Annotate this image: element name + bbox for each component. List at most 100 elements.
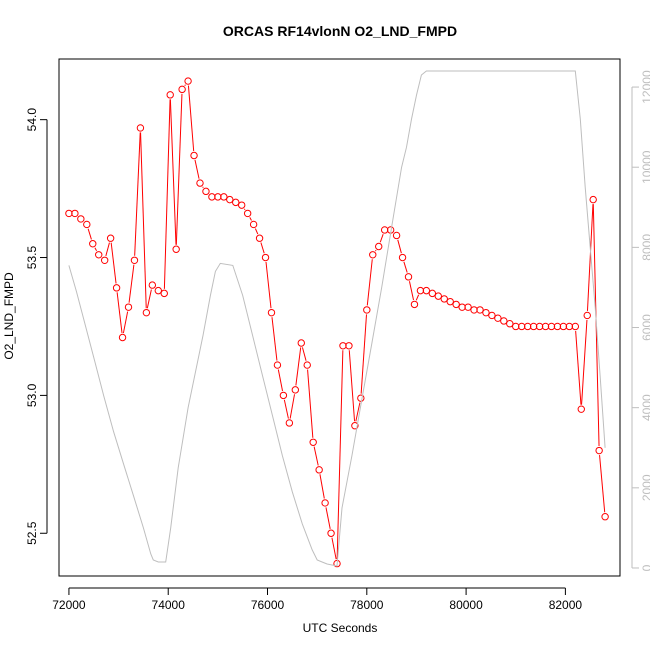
plot-frame: [58, 58, 621, 577]
series-segment-primary: [202, 186, 204, 188]
data-point: [220, 193, 228, 201]
data-point: [243, 209, 252, 218]
data-point: [303, 361, 311, 369]
data-point: [571, 322, 580, 331]
data-point: [190, 151, 198, 160]
series-segment-primary: [110, 242, 117, 284]
data-point: [559, 322, 568, 331]
series-segment-primary: [360, 314, 368, 394]
data-point: [202, 187, 210, 196]
data-point: [226, 195, 234, 204]
data-point: [309, 438, 317, 446]
data-point: [77, 215, 85, 223]
series-segment-primary: [586, 204, 594, 311]
series-segment-primary: [260, 242, 265, 254]
data-point: [488, 311, 496, 320]
data-point: [345, 342, 353, 350]
data-point: [440, 295, 448, 303]
data-point: [512, 322, 520, 331]
series-segment-primary: [295, 347, 302, 386]
series-segment-primary: [134, 132, 141, 256]
series-segment-primary: [348, 350, 356, 422]
data-point: [392, 231, 401, 240]
y2-tick-label: 4000: [640, 394, 650, 421]
data-point: [124, 303, 133, 311]
series-segment-primary: [169, 99, 177, 245]
series-segment-primary: [277, 369, 284, 392]
data-point: [380, 226, 389, 234]
x-tick-label: 80000: [449, 598, 483, 612]
series-segment-primary: [265, 261, 272, 309]
data-point: [315, 466, 323, 474]
series-segment-primary: [187, 85, 195, 152]
data-point: [500, 317, 508, 325]
data-point: [351, 422, 359, 430]
data-point: [357, 394, 365, 402]
series-segment-primary: [184, 84, 186, 86]
data-point: [464, 303, 472, 311]
y2-tick-label: 0: [640, 564, 650, 571]
data-point: [214, 193, 222, 201]
data-point: [595, 446, 603, 455]
data-point: [273, 361, 282, 369]
y2-tick-label: 2000: [640, 474, 650, 501]
data-point: [279, 391, 288, 400]
data-point: [535, 322, 544, 331]
data-point: [83, 220, 91, 229]
series-segment-primary: [283, 399, 289, 419]
y-tick-label: 54.0: [25, 108, 39, 132]
series-segment-primary: [116, 292, 123, 334]
series-segment-primary: [366, 259, 373, 306]
data-point: [470, 306, 478, 314]
data-point: [249, 220, 258, 229]
x-axis-label: UTC Seconds: [303, 621, 378, 635]
data-point: [476, 306, 484, 314]
data-point: [553, 322, 562, 331]
series-segment-primary: [374, 249, 377, 252]
series-segment-primary: [325, 507, 331, 529]
series-segment-primary: [254, 228, 259, 235]
series-segment-primary: [415, 294, 420, 301]
data-point: [100, 256, 109, 264]
data-point: [297, 339, 305, 347]
y2-tick-label: 6000: [640, 314, 650, 341]
data-point: [148, 281, 157, 289]
data-point: [404, 273, 413, 281]
data-point: [154, 286, 162, 295]
data-point: [160, 289, 168, 298]
data-point: [410, 300, 419, 309]
x-tick-label: 78000: [350, 598, 384, 612]
data-point: [130, 256, 139, 264]
data-point: [112, 284, 121, 292]
data-point: [196, 179, 204, 187]
series-segment-primary: [408, 281, 415, 301]
series-segment-primary: [336, 350, 344, 560]
series-segment-primary: [249, 217, 252, 221]
data-point: [375, 242, 383, 251]
data-point: [184, 77, 192, 85]
data-point: [529, 322, 538, 331]
y2-tick-label: 12000: [640, 70, 650, 104]
data-point: [422, 286, 431, 295]
series-segment-primary: [313, 446, 319, 466]
data-point: [172, 245, 180, 253]
series-segment-primary: [122, 311, 129, 334]
data-point: [208, 193, 216, 201]
data-point: [601, 513, 609, 521]
data-point: [506, 320, 514, 328]
series-segment-primary: [128, 264, 135, 303]
chart-title: ORCAS RF14vlonN O2_LND_FMPD: [223, 23, 457, 39]
data-point: [541, 322, 550, 331]
series-segment-primary: [319, 474, 325, 499]
series-segment-primary: [140, 132, 147, 309]
y2-tick-label: 8000: [640, 234, 650, 261]
y2-tick-label: 10000: [640, 150, 650, 184]
data-point: [416, 286, 425, 295]
data-point: [482, 308, 490, 317]
x-tick-label: 76000: [251, 598, 285, 612]
data-point: [458, 303, 466, 311]
y-tick-label: 52.5: [25, 521, 39, 545]
y-tick-label: 53.5: [25, 246, 39, 270]
x-tick-label: 72000: [52, 598, 86, 612]
data-point: [95, 251, 103, 259]
